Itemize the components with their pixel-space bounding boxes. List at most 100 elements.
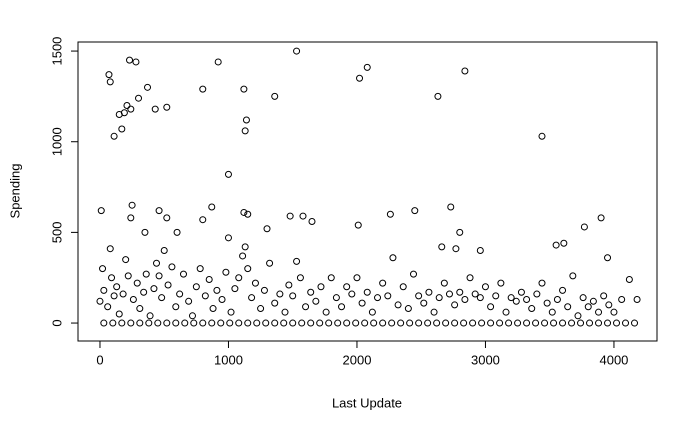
point xyxy=(199,85,207,93)
point xyxy=(415,319,423,327)
point xyxy=(271,299,279,307)
y-axis-label: Spending xyxy=(7,164,22,219)
point xyxy=(109,319,117,327)
point xyxy=(487,303,495,311)
point xyxy=(299,212,307,220)
point xyxy=(240,85,248,93)
point xyxy=(487,319,495,327)
point xyxy=(188,312,196,320)
point xyxy=(312,297,320,305)
point xyxy=(307,319,315,327)
point xyxy=(368,308,376,316)
point xyxy=(411,207,419,215)
point xyxy=(353,274,361,282)
point xyxy=(100,286,108,294)
point xyxy=(113,283,121,291)
point xyxy=(133,279,141,287)
point xyxy=(425,288,433,296)
point xyxy=(384,292,392,300)
point xyxy=(146,312,154,320)
y-tick-label: 1000 xyxy=(49,127,64,156)
point xyxy=(293,257,301,265)
point xyxy=(580,223,588,231)
point xyxy=(226,319,234,327)
point xyxy=(280,319,288,327)
point xyxy=(110,132,118,140)
point xyxy=(456,288,464,296)
point xyxy=(327,274,335,282)
point xyxy=(122,256,130,264)
point xyxy=(595,308,603,316)
point xyxy=(185,297,193,305)
point xyxy=(505,319,513,327)
point xyxy=(96,297,104,305)
point xyxy=(388,319,396,327)
point xyxy=(466,274,474,282)
point xyxy=(302,303,310,311)
point xyxy=(541,319,549,327)
point xyxy=(129,295,137,303)
point xyxy=(496,319,504,327)
point xyxy=(584,303,592,311)
point xyxy=(224,234,232,242)
point xyxy=(597,214,605,222)
point xyxy=(424,319,432,327)
point xyxy=(208,203,216,211)
point xyxy=(263,225,271,233)
point xyxy=(120,109,128,117)
point xyxy=(322,308,330,316)
point xyxy=(451,301,459,309)
point xyxy=(456,228,464,236)
point xyxy=(481,283,489,291)
point xyxy=(163,319,171,327)
point xyxy=(471,290,479,298)
point xyxy=(205,276,213,284)
point xyxy=(438,243,446,251)
point xyxy=(461,67,469,75)
point xyxy=(517,288,525,296)
point xyxy=(451,319,459,327)
point xyxy=(564,303,572,311)
point xyxy=(253,319,261,327)
point xyxy=(127,214,135,222)
point xyxy=(154,319,162,327)
point xyxy=(135,94,143,102)
x-axis-label: Last Update xyxy=(332,395,402,410)
point xyxy=(241,127,249,135)
point xyxy=(361,319,369,327)
point xyxy=(136,305,144,313)
point xyxy=(604,319,612,327)
point xyxy=(550,319,558,327)
x-tick-label: 4000 xyxy=(599,352,628,367)
point xyxy=(533,290,541,298)
point xyxy=(622,319,630,327)
point xyxy=(445,290,453,298)
point xyxy=(208,319,216,327)
point xyxy=(548,308,556,316)
point xyxy=(560,239,568,247)
point xyxy=(605,301,613,309)
point xyxy=(123,101,131,109)
point xyxy=(386,210,394,218)
point xyxy=(224,170,232,178)
point xyxy=(286,212,294,220)
point xyxy=(363,63,371,71)
point xyxy=(370,319,378,327)
point xyxy=(239,252,247,260)
point xyxy=(447,203,455,211)
point xyxy=(528,305,536,313)
point xyxy=(222,268,230,276)
point xyxy=(476,247,484,255)
point xyxy=(151,105,159,113)
point xyxy=(308,218,316,226)
point xyxy=(168,263,176,271)
point xyxy=(579,294,587,302)
point xyxy=(354,221,362,229)
point xyxy=(181,319,189,327)
point xyxy=(240,208,248,216)
point xyxy=(618,295,626,303)
point xyxy=(227,308,235,316)
point xyxy=(153,259,161,267)
point xyxy=(141,228,149,236)
point xyxy=(577,319,585,327)
